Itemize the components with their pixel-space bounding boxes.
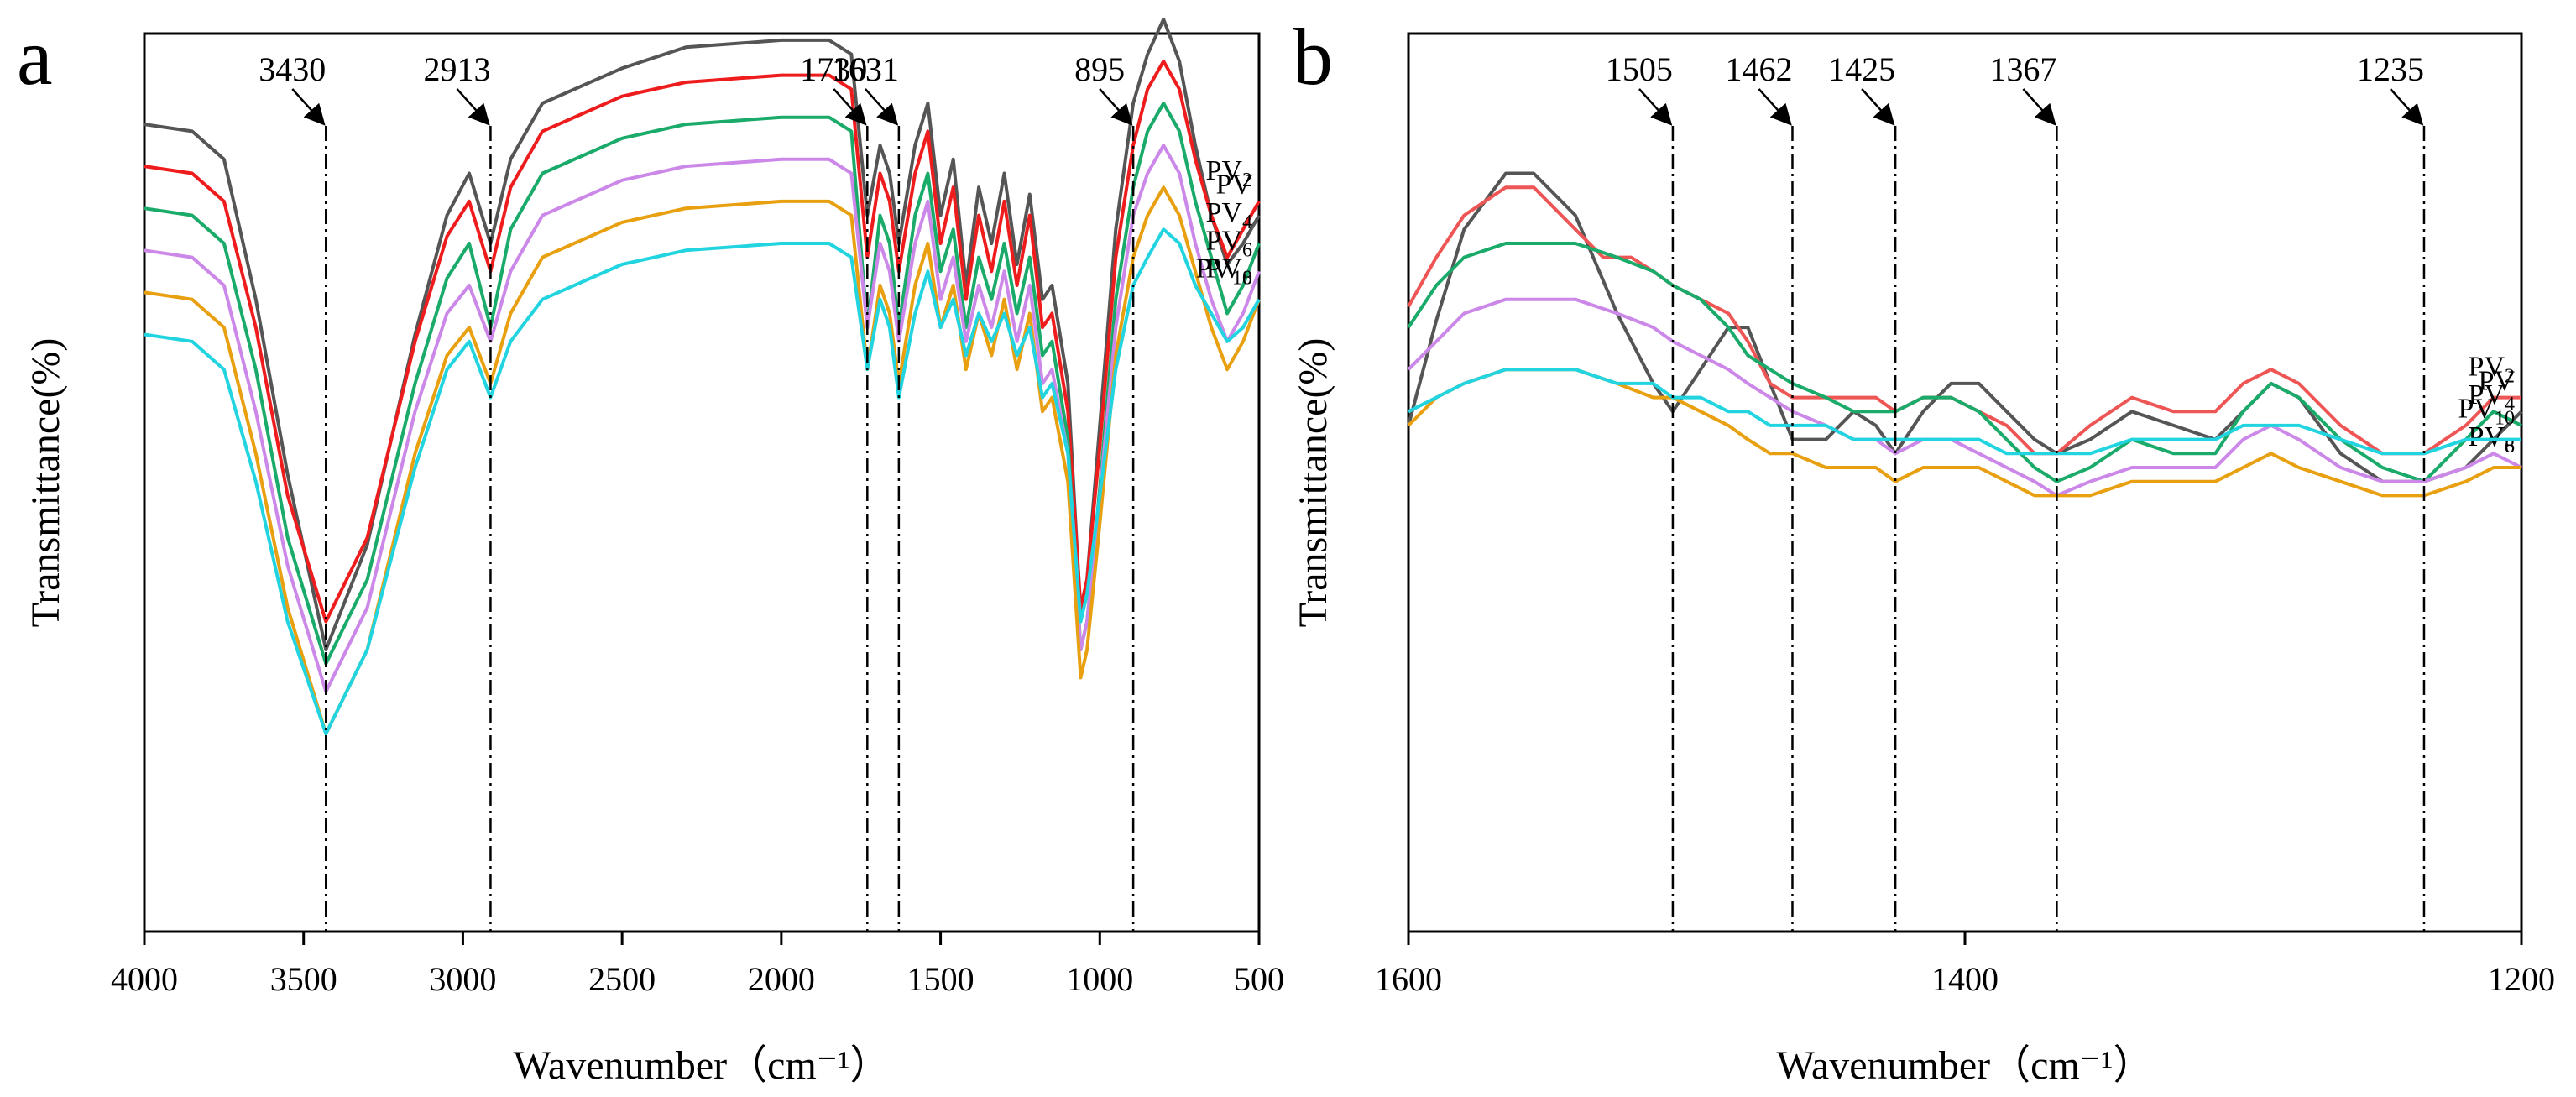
series-label: PV4: [2469, 379, 2515, 415]
series-label: PV: [1216, 170, 1253, 201]
x-axis-title: Wavenumber（cm⁻¹）: [1776, 1043, 2153, 1088]
series-line-pv6: [144, 144, 1261, 694]
panel-b-chart: b 1600 1400 1200 Wavenumber（cm⁻¹） Transmittan…: [1291, 12, 2555, 1088]
series-line-pv: [144, 17, 1261, 651]
series-label: PV2: [1206, 155, 1252, 191]
peak-arrow: [291, 88, 326, 126]
series-label: PV: [2479, 365, 2516, 396]
y-axis-title: Transmittance(%): [24, 338, 68, 628]
peak-label: 1367: [1989, 50, 2056, 88]
x-tick-label: 1600: [1375, 960, 1442, 998]
series-label: PV6: [2469, 421, 2515, 457]
series-label: PV6: [1206, 225, 1252, 261]
peak-label: 895: [1074, 50, 1125, 88]
series-label: PV10: [2458, 394, 2515, 430]
plot-frame: [143, 32, 1261, 933]
peak-arrow: [1099, 88, 1133, 126]
peak-label: 3430: [259, 50, 326, 88]
series-label: PV8: [1206, 253, 1252, 290]
panel-a-chart: a 4000 3500 3000 2500 2000 1500 1000 500 Wavenumb…: [17, 12, 1284, 1088]
series-line-pv10: [1408, 368, 2521, 456]
peak-arrow: [833, 88, 867, 126]
y-axis-title: Transmittance(%): [1291, 338, 1335, 628]
peak-arrow: [2022, 88, 2056, 126]
series-line-pv8: [144, 185, 1261, 736]
x-axis-title: Wavenumber（cm⁻¹）: [513, 1043, 890, 1088]
x-tick-label: 2000: [748, 960, 815, 998]
x-tick-label: 1200: [2488, 960, 2555, 998]
peak-label: 2913: [423, 50, 490, 88]
series-line-pv4: [144, 102, 1261, 666]
x-tick-label: 2500: [588, 960, 656, 998]
panel-letter: a: [17, 12, 53, 102]
panel-letter: b: [1293, 12, 1333, 102]
series-label: PV2: [2469, 352, 2515, 388]
series-label: PV10: [1196, 253, 1252, 290]
peak-label: 1631: [832, 50, 899, 88]
peak-label: 1505: [1606, 50, 1673, 88]
series-line-pv2: [1407, 185, 2521, 456]
x-tick-label: 1500: [907, 960, 974, 998]
peak-label: 1462: [1725, 50, 1792, 88]
x-tick-label: 3000: [429, 960, 496, 998]
x-tick-label: 4000: [111, 960, 178, 998]
series-line-pv4: [1407, 242, 2522, 483]
x-tick-label: 3500: [270, 960, 337, 998]
series-line-pv8: [1407, 368, 2521, 498]
peak-arrow: [1638, 88, 1673, 126]
plot-frame: [1407, 32, 2523, 933]
series-label: PV4: [1206, 197, 1252, 233]
peak-label: 1730: [800, 50, 867, 88]
peak-arrow: [864, 88, 899, 126]
peak-arrow: [2390, 88, 2424, 126]
peak-arrow: [1758, 88, 1792, 126]
peak-label: 1235: [2357, 50, 2424, 88]
series-line-pv2: [144, 60, 1261, 624]
peak-arrow: [1861, 88, 1895, 126]
x-tick-label: 1000: [1066, 960, 1133, 998]
x-tick-label: 500: [1234, 960, 1284, 998]
peak-arrow: [456, 88, 490, 126]
series-line-pv10: [144, 227, 1261, 736]
peak-label: 1425: [1828, 50, 1895, 88]
x-tick-label: 1400: [1931, 960, 1999, 998]
